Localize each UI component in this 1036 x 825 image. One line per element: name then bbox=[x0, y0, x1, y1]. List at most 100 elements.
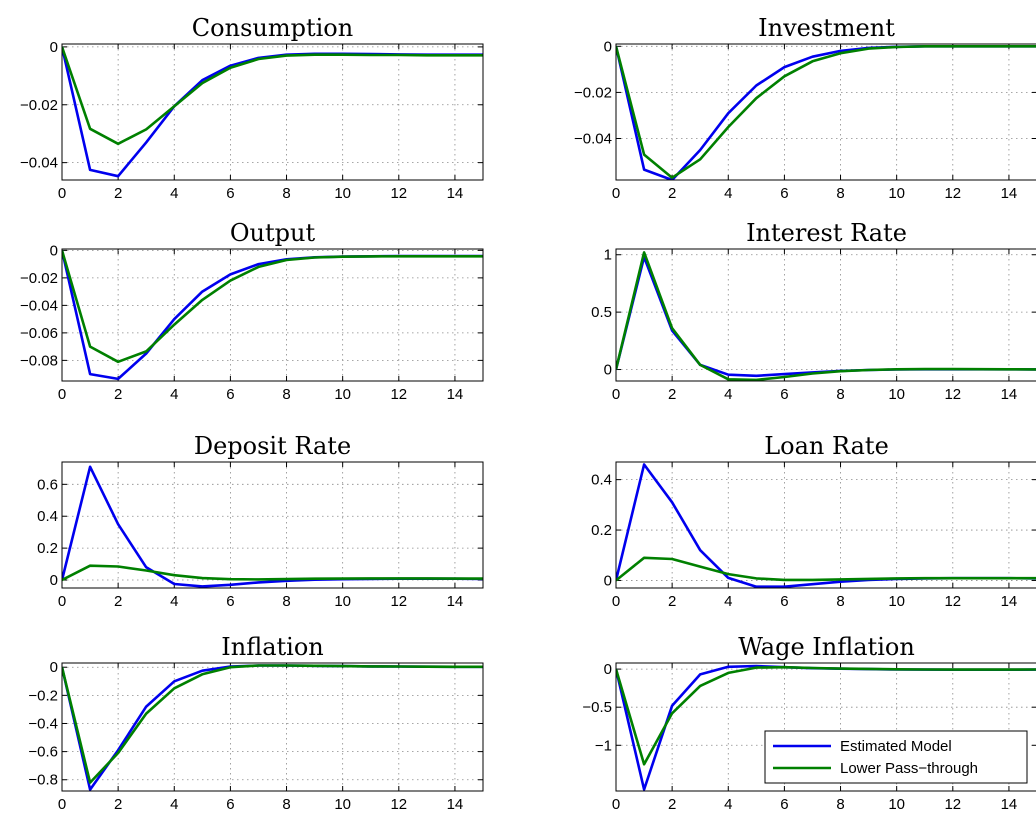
panel-inflation-ytick-label: −0.4 bbox=[28, 715, 58, 732]
panel-investment-frame bbox=[615, 43, 1036, 181]
panel-interest-rate-xtick-label: 6 bbox=[780, 386, 788, 403]
panel-inflation-ytick-label: −0.6 bbox=[28, 744, 58, 761]
panel-consumption-ytick-label: −0.02 bbox=[20, 97, 58, 114]
panel-consumption-xtick-label: 8 bbox=[282, 185, 290, 202]
panel-loan-rate-ytick-label: 0.2 bbox=[591, 522, 612, 539]
panel-consumption-ytick-label: −0.04 bbox=[20, 155, 58, 172]
panel-output-xtick-label: 12 bbox=[390, 386, 407, 403]
panel-deposit-rate-xtick-label: 14 bbox=[447, 593, 464, 610]
panel-loan-rate: Loan Rate 0 2 4 6 8 10 12 14 0 0.2 0.4 bbox=[591, 432, 1036, 610]
panel-deposit-rate-ytick-label: 0 bbox=[50, 572, 58, 589]
panel-investment-xtick-label: 2 bbox=[668, 185, 676, 202]
panel-interest-rate-xtick-label: 0 bbox=[612, 386, 620, 403]
panel-consumption-xtick-label: 10 bbox=[334, 185, 351, 202]
panel-output-ytick-label: −0.04 bbox=[20, 297, 58, 314]
panel-wage-inflation-xtick-label: 14 bbox=[1001, 796, 1018, 813]
panel-loan-rate-xtick-label: 14 bbox=[1001, 593, 1018, 610]
panel-output-xtick-label: 10 bbox=[334, 386, 351, 403]
legend-label: Estimated Model bbox=[840, 738, 952, 755]
panel-inflation-xtick-label: 14 bbox=[447, 796, 464, 813]
panel-interest-rate-title: Interest Rate bbox=[746, 219, 907, 247]
panel-output-series-lower-pass-through bbox=[62, 250, 483, 364]
panel-investment: Investment 0 2 4 6 8 10 12 14 0 −0.02 −0.04 bbox=[574, 14, 1036, 202]
panel-investment-series-lower-pass-through bbox=[616, 44, 1036, 179]
panel-output-frame bbox=[61, 248, 484, 382]
panel-consumption-xtick-label: 14 bbox=[447, 185, 464, 202]
panel-output-xtick-label: 2 bbox=[114, 386, 122, 403]
panel-consumption-xtick-label: 6 bbox=[226, 185, 234, 202]
panel-deposit-rate-xtick-label: 2 bbox=[114, 593, 122, 610]
panel-loan-rate-xtick-label: 10 bbox=[888, 593, 905, 610]
panel-inflation-xtick-label: 12 bbox=[390, 796, 407, 813]
panel-investment-ytick-label: −0.02 bbox=[574, 84, 612, 101]
panel-output-axes bbox=[61, 248, 484, 382]
panel-interest-rate-xtick-label: 10 bbox=[888, 386, 905, 403]
panel-investment-axes bbox=[615, 43, 1036, 181]
panel-interest-rate-ytick-label: 0 bbox=[604, 362, 612, 379]
panel-wage-inflation-series-lower-pass-through bbox=[616, 665, 1036, 766]
panel-inflation-frame bbox=[61, 662, 484, 792]
panel-deposit-rate-xtick-label: 8 bbox=[282, 593, 290, 610]
panel-wage-inflation-ytick-label: −1 bbox=[595, 737, 612, 754]
panel-interest-rate-xtick-label: 12 bbox=[944, 386, 961, 403]
panel-inflation-series-lower-pass-through bbox=[62, 664, 483, 784]
panel-investment-xtick-label: 14 bbox=[1001, 185, 1018, 202]
panel-deposit-rate-xtick-label: 0 bbox=[58, 593, 66, 610]
panel-wage-inflation-xtick-label: 10 bbox=[888, 796, 905, 813]
panel-loan-rate-xtick-label: 0 bbox=[612, 593, 620, 610]
panel-investment-xtick-label: 10 bbox=[888, 185, 905, 202]
panel-wage-inflation-xtick-label: 6 bbox=[780, 796, 788, 813]
panel-deposit-rate-axes bbox=[61, 461, 484, 589]
panel-output-ytick-label: −0.08 bbox=[20, 352, 58, 369]
panel-inflation-title: Inflation bbox=[221, 633, 323, 661]
panel-interest-rate-xtick-label: 4 bbox=[724, 386, 732, 403]
panel-interest-rate-ytick-label: 0.5 bbox=[591, 304, 612, 321]
panel-wage-inflation-xtick-label: 8 bbox=[836, 796, 844, 813]
panel-deposit-rate-xtick-label: 6 bbox=[226, 593, 234, 610]
panel-deposit-rate-frame bbox=[61, 461, 484, 589]
panel-investment-xtick-label: 0 bbox=[612, 185, 620, 202]
panel-wage-inflation-ytick-label: 0 bbox=[604, 661, 612, 678]
panel-interest-rate-ytick-label: 1 bbox=[604, 247, 612, 264]
panel-loan-rate-title: Loan Rate bbox=[764, 432, 889, 460]
panel-interest-rate-frame bbox=[615, 248, 1036, 382]
legend-label: Lower Pass−through bbox=[840, 760, 978, 777]
panel-interest-rate-xtick-label: 2 bbox=[668, 386, 676, 403]
panel-deposit-rate-xtick-label: 4 bbox=[170, 593, 178, 610]
panel-consumption-xtick-label: 2 bbox=[114, 185, 122, 202]
panel-consumption-title: Consumption bbox=[192, 14, 353, 42]
panel-wage-inflation-xtick-label: 2 bbox=[668, 796, 676, 813]
panel-output-ytick-label: −0.02 bbox=[20, 270, 58, 287]
panel-consumption-axes bbox=[61, 43, 484, 181]
panel-inflation-xtick-label: 10 bbox=[334, 796, 351, 813]
panel-wage-inflation: Wage Inflation 0 2 4 6 8 10 12 14 0 −0.5 −1 bbox=[582, 633, 1036, 813]
panel-investment-ytick-label: 0 bbox=[604, 38, 612, 55]
panel-investment-xtick-label: 6 bbox=[780, 185, 788, 202]
panel-output-title: Output bbox=[230, 219, 316, 247]
panel-wage-inflation-ytick-label: −0.5 bbox=[582, 699, 612, 716]
panel-output-xtick-label: 0 bbox=[58, 386, 66, 403]
panel-output: Output 0 2 4 6 8 10 12 14 0 −0.02 −0.04 −0.06 −0.08 bbox=[20, 219, 484, 403]
panel-deposit-rate-ytick-label: 0.6 bbox=[37, 476, 58, 493]
panel-inflation-xtick-label: 0 bbox=[58, 796, 66, 813]
panel-inflation-ytick-label: 0 bbox=[50, 659, 58, 676]
legend: Estimated Model Lower Pass−through bbox=[764, 730, 1028, 784]
panel-loan-rate-ytick-label: 0 bbox=[604, 572, 612, 589]
panel-output-xtick-label: 8 bbox=[282, 386, 290, 403]
panel-inflation-xtick-label: 2 bbox=[114, 796, 122, 813]
panel-deposit-rate-ytick-label: 0.2 bbox=[37, 540, 58, 557]
panel-investment-title: Investment bbox=[758, 14, 895, 42]
panel-deposit-rate-title: Deposit Rate bbox=[194, 432, 351, 460]
panel-consumption-xtick-label: 0 bbox=[58, 185, 66, 202]
panel-loan-rate-xtick-label: 8 bbox=[836, 593, 844, 610]
panel-loan-rate-xtick-label: 2 bbox=[668, 593, 676, 610]
panel-consumption-series-lower-pass-through bbox=[62, 46, 483, 146]
panel-deposit-rate-xtick-label: 10 bbox=[334, 593, 351, 610]
panel-loan-rate-frame bbox=[615, 461, 1036, 589]
panel-consumption-xtick-label: 4 bbox=[170, 185, 178, 202]
panel-interest-rate-xtick-label: 8 bbox=[836, 386, 844, 403]
panel-output-xtick-label: 4 bbox=[170, 386, 178, 403]
panel-loan-rate-ytick-label: 0.4 bbox=[591, 472, 612, 489]
panel-wage-inflation-xtick-label: 12 bbox=[944, 796, 961, 813]
